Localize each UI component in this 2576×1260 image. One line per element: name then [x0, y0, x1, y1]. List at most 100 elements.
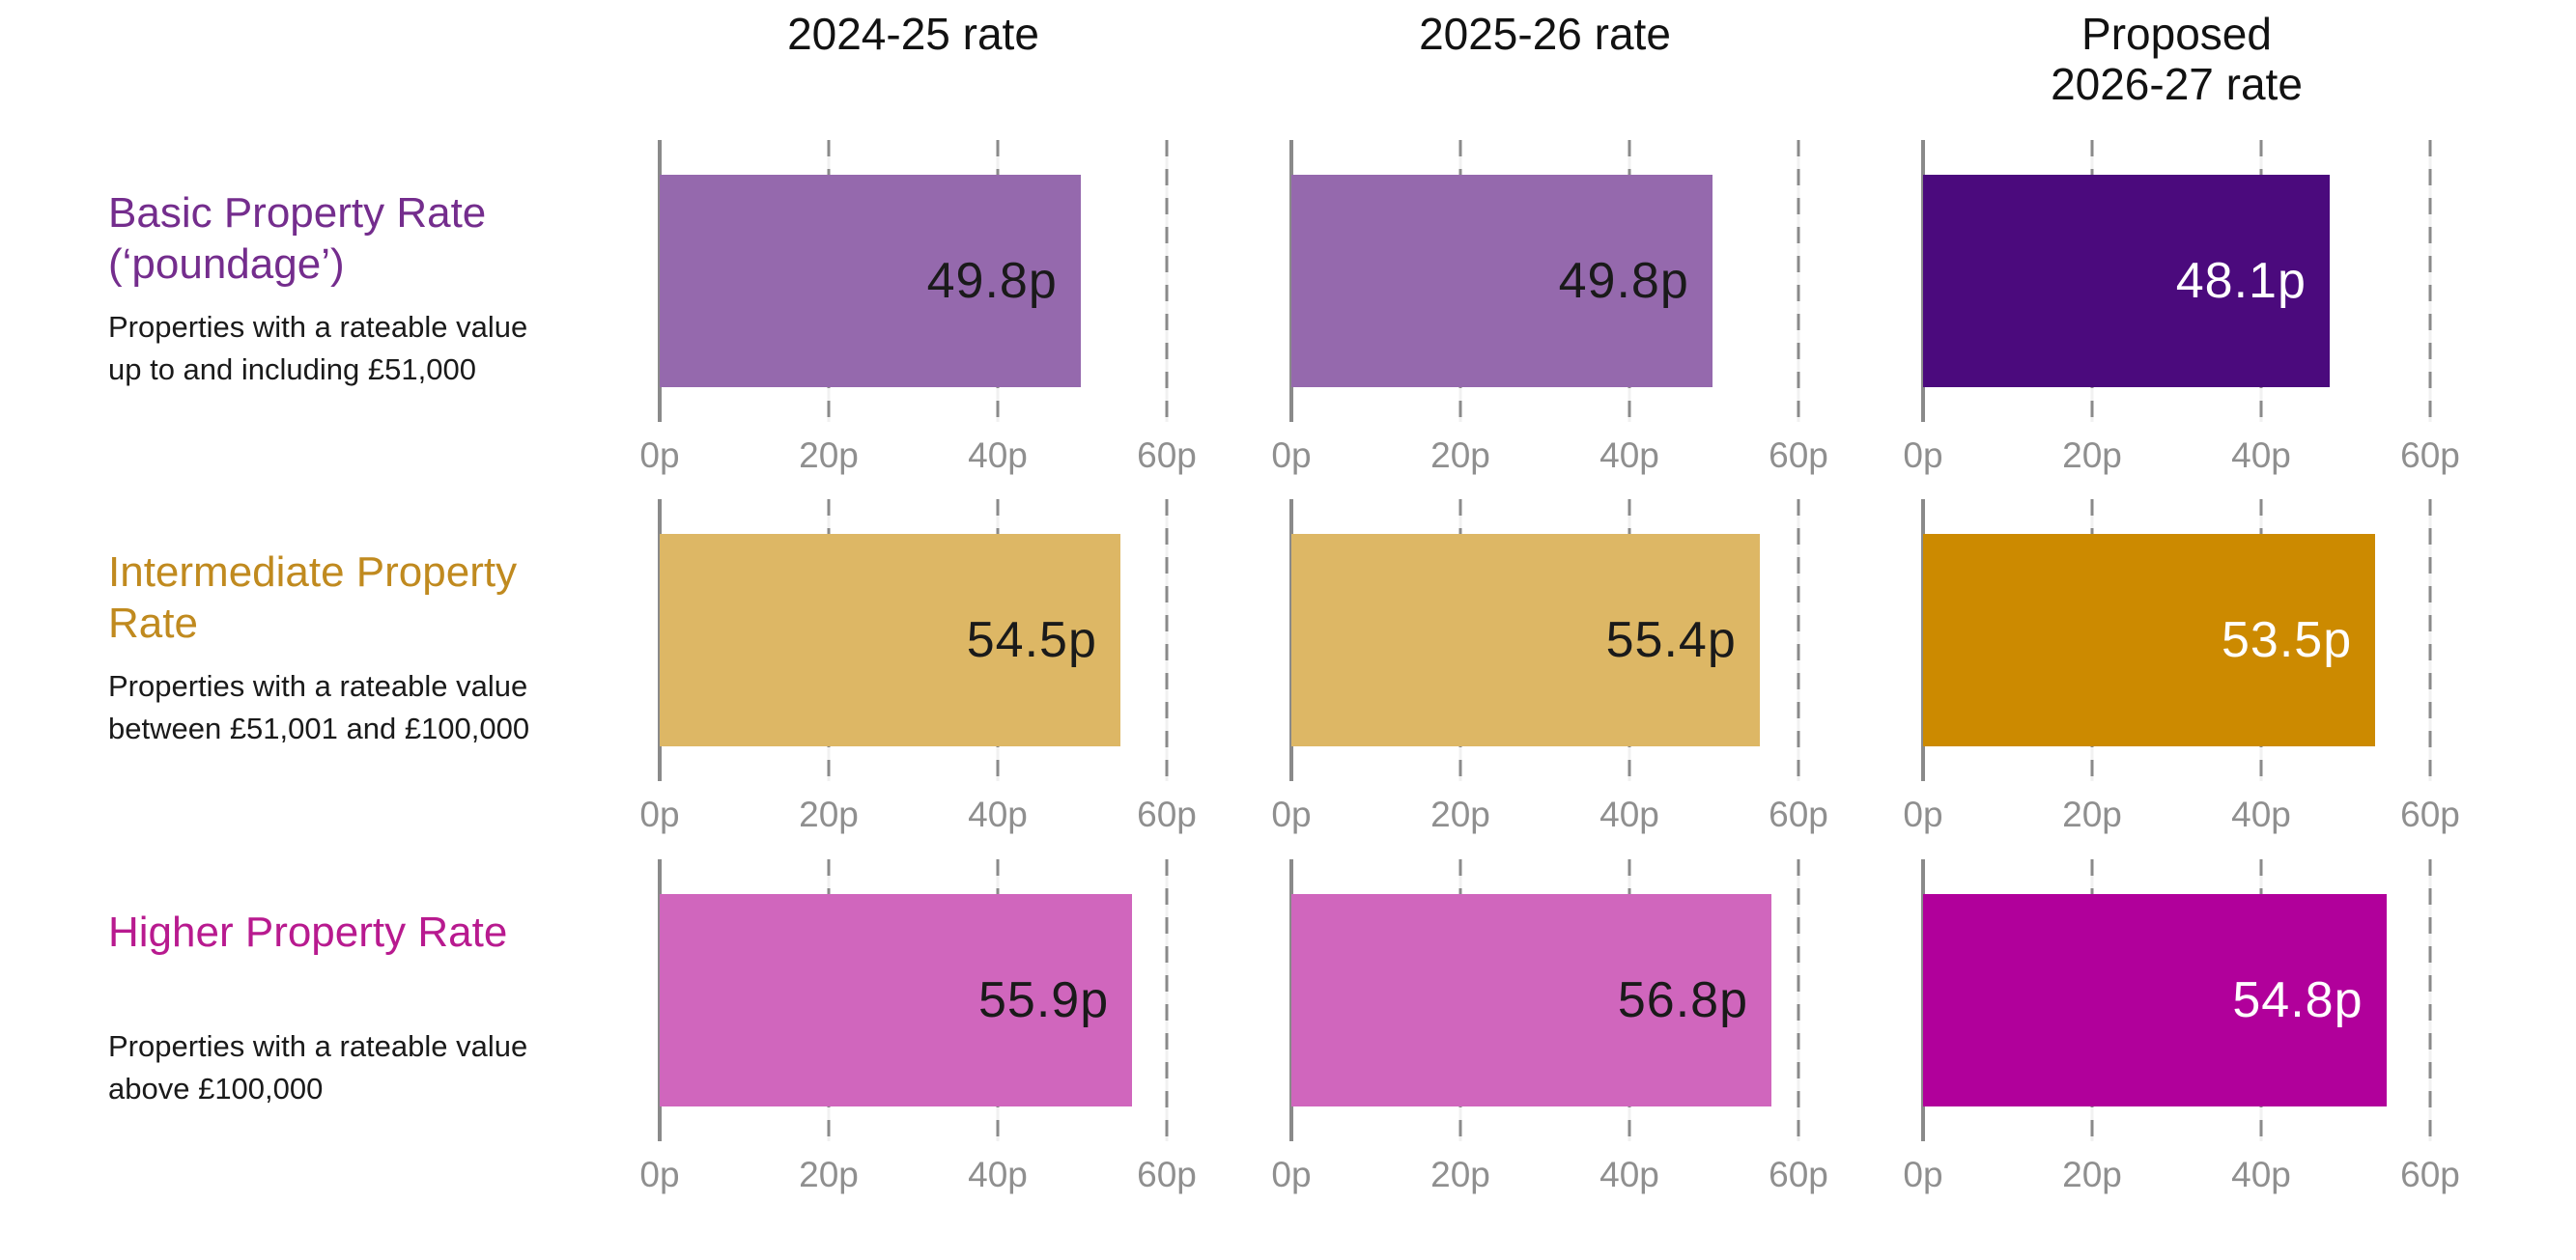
row-title: Higher Property Rate	[108, 909, 508, 956]
tick-label: 60p	[1137, 1155, 1197, 1194]
tick-label: 40p	[968, 1155, 1028, 1194]
chart-higher-2025-26: 56.8p 0p 20p 40p 60p	[1229, 859, 1860, 1260]
tick-label: 40p	[968, 795, 1028, 834]
plot-area: 54.8p	[1921, 859, 2432, 1141]
bar-value-label: 48.1p	[2175, 253, 2307, 309]
tick-label: 60p	[2400, 435, 2460, 475]
gridline-60p	[2428, 859, 2432, 1141]
bar-value-label: 55.9p	[977, 972, 1110, 1028]
bar-intermediate-2025-26: 55.4p	[1291, 534, 1760, 746]
tick-label: 20p	[799, 795, 859, 834]
bar-basic-2025-26: 49.8p	[1291, 175, 1713, 387]
chart-intermediate-2025-26: 55.4p 0p 20p 40p 60p	[1229, 499, 1860, 859]
bar-value-label: 55.4p	[1605, 612, 1737, 668]
tick-label: 0p	[639, 435, 680, 475]
row-title: Intermediate Property Rate	[108, 548, 518, 647]
gridline-60p	[1165, 499, 1169, 781]
tick-label: 20p	[799, 435, 859, 475]
plot-area: 55.9p	[658, 859, 1169, 1141]
plot-area: 49.8p	[658, 140, 1169, 422]
row-title: Basic Property Rate (‘poundage’)	[108, 189, 487, 288]
tick-label: 0p	[639, 795, 680, 834]
column-header-2025-26: 2025-26 rate	[1229, 0, 1860, 140]
gridline-60p	[1797, 140, 1800, 422]
tick-label: 20p	[2062, 435, 2122, 475]
row-subtitle: Properties with a rateable value up to a…	[108, 310, 528, 387]
bar-value-label: 49.8p	[1558, 253, 1689, 309]
gridline-60p	[1165, 859, 1169, 1141]
tick-label: 40p	[1599, 1155, 1659, 1194]
plot-area: 56.8p	[1289, 859, 1800, 1141]
bar-basic-proposed: 48.1p	[1923, 175, 2330, 387]
tick-label: 0p	[1903, 795, 1943, 834]
x-axis-tick-labels: 0p 20p 40p 60p	[1903, 1155, 2459, 1205]
tick-label: 0p	[1271, 795, 1312, 834]
column-header-label: Proposed 2026-27 rate	[2051, 9, 2303, 109]
row-label-basic: Basic Property Rate (‘poundage’) Propert…	[0, 140, 597, 499]
tick-label: 60p	[2400, 795, 2460, 834]
column-header-label: 2024-25 rate	[787, 9, 1039, 59]
gridline-60p	[1165, 140, 1169, 422]
plot-area: 48.1p	[1921, 140, 2432, 422]
chart-intermediate-2024-25: 54.5p 0p 20p 40p 60p	[597, 499, 1229, 859]
plot-area: 53.5p	[1921, 499, 2432, 781]
tick-label: 0p	[1271, 1155, 1312, 1194]
bar-value-label: 49.8p	[926, 253, 1058, 309]
x-axis-tick-labels: 0p 20p 40p 60p	[1271, 1155, 1827, 1205]
gridline-60p	[1797, 859, 1800, 1141]
chart-higher-proposed-2026-27: 54.8p 0p 20p 40p 60p	[1860, 859, 2576, 1260]
column-header-label: 2025-26 rate	[1419, 9, 1671, 59]
plot-area: 49.8p	[1289, 140, 1800, 422]
chart-higher-2024-25: 55.9p 0p 20p 40p 60p	[597, 859, 1229, 1260]
tick-label: 40p	[2231, 1155, 2291, 1194]
x-axis-tick-labels: 0p 20p 40p 60p	[1903, 435, 2459, 486]
chart-basic-2025-26: 49.8p 0p 20p 40p 60p	[1229, 140, 1860, 499]
tick-label: 0p	[1903, 435, 1943, 475]
bar-basic-2024-25: 49.8p	[660, 175, 1081, 387]
chart-basic-proposed-2026-27: 48.1p 0p 20p 40p 60p	[1860, 140, 2576, 499]
tick-label: 20p	[799, 1155, 859, 1194]
tick-label: 40p	[968, 435, 1028, 475]
header-spacer	[0, 0, 597, 140]
tick-label: 60p	[2400, 1155, 2460, 1194]
tick-label: 40p	[2231, 435, 2291, 475]
row-label-intermediate: Intermediate Property Rate Properties wi…	[0, 499, 597, 859]
chart-basic-2024-25: 49.8p 0p 20p 40p 60p	[597, 140, 1229, 499]
bar-value-label: 56.8p	[1617, 972, 1748, 1028]
x-axis-tick-labels: 0p 20p 40p 60p	[1271, 795, 1827, 845]
tick-label: 0p	[639, 1155, 680, 1194]
gridline-60p	[1797, 499, 1800, 781]
tick-label: 20p	[2062, 1155, 2122, 1194]
x-axis-tick-labels: 0p 20p 40p 60p	[639, 795, 1196, 845]
x-axis-tick-labels: 0p 20p 40p 60p	[639, 435, 1196, 486]
tick-label: 60p	[1769, 795, 1828, 834]
bar-higher-2024-25: 55.9p	[660, 894, 1133, 1106]
row-subtitle: Properties with a rateable value between…	[108, 669, 530, 746]
column-header-proposed-2026-27: Proposed 2026-27 rate	[1860, 0, 2576, 140]
tick-label: 60p	[1137, 795, 1197, 834]
tick-label: 40p	[2231, 795, 2291, 834]
tick-label: 20p	[1430, 435, 1490, 475]
tick-label: 20p	[1430, 795, 1490, 834]
gridline-60p	[2428, 499, 2432, 781]
bar-value-label: 54.8p	[2232, 972, 2364, 1028]
bar-value-label: 54.5p	[966, 612, 1097, 668]
tick-label: 60p	[1769, 1155, 1828, 1194]
plot-area: 55.4p	[1289, 499, 1800, 781]
tick-label: 40p	[1599, 435, 1659, 475]
tick-label: 60p	[1769, 435, 1828, 475]
tick-label: 40p	[1599, 795, 1659, 834]
bar-value-label: 53.5p	[2221, 612, 2353, 668]
plot-area: 54.5p	[658, 499, 1169, 781]
row-label-higher: Higher Property Rate Properties with a r…	[0, 859, 597, 1260]
bar-higher-2025-26: 56.8p	[1291, 894, 1771, 1106]
x-axis-tick-labels: 0p 20p 40p 60p	[639, 1155, 1196, 1205]
tick-label: 20p	[1430, 1155, 1490, 1194]
gridline-60p	[2428, 140, 2432, 422]
tick-label: 0p	[1271, 435, 1312, 475]
tick-label: 0p	[1903, 1155, 1943, 1194]
row-subtitle: Properties with a rateable value above £…	[108, 1029, 528, 1106]
x-axis-tick-labels: 0p 20p 40p 60p	[1271, 435, 1827, 486]
column-header-2024-25: 2024-25 rate	[597, 0, 1229, 140]
